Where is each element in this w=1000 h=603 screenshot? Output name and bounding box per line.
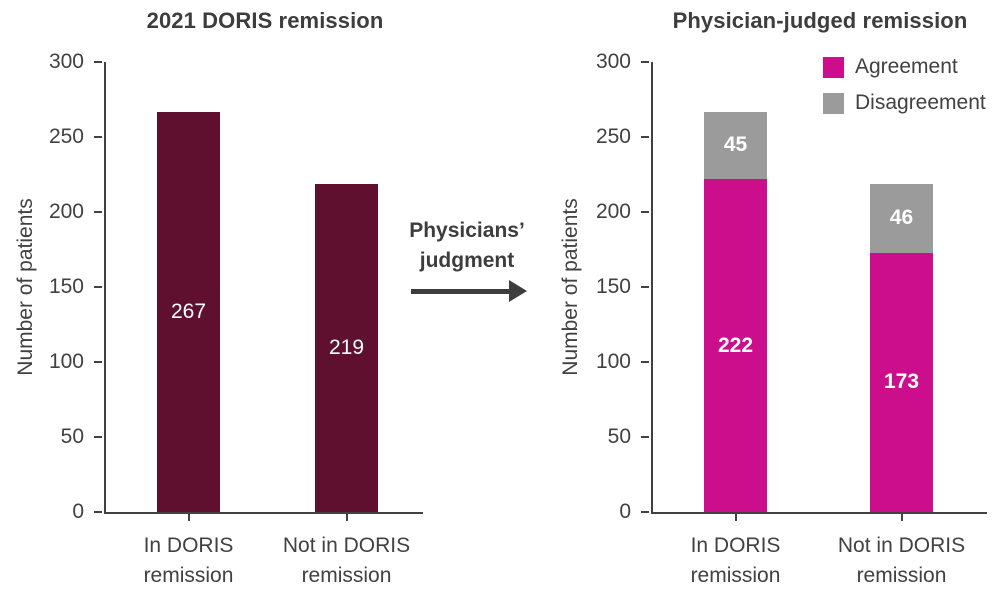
bar-value-label: 222 xyxy=(717,333,754,357)
y-tick xyxy=(94,136,102,138)
y-tick-label: 50 xyxy=(607,425,631,448)
bar-segment-agreement xyxy=(870,252,933,512)
y-tick xyxy=(641,511,649,513)
category-label: Not in DORIS remission xyxy=(812,531,992,591)
y-tick-label: 300 xyxy=(595,50,631,73)
right-x-axis-line xyxy=(651,512,987,514)
bar-segment-agreement xyxy=(704,179,767,512)
category-label-line: In DORIS xyxy=(143,534,234,557)
y-tick xyxy=(94,211,102,213)
bar xyxy=(157,111,220,512)
left-y-axis-line xyxy=(104,62,106,514)
y-tick-label: 250 xyxy=(595,125,631,148)
category-label-line: Not in DORIS xyxy=(282,534,411,557)
x-tick xyxy=(345,514,348,521)
legend-swatch-agreement xyxy=(823,57,844,78)
bar-segment-disagreement xyxy=(870,183,933,253)
y-tick xyxy=(641,61,649,63)
y-tick-label: 150 xyxy=(595,275,631,298)
y-tick-label: 200 xyxy=(48,200,84,223)
left-x-axis-line xyxy=(104,512,423,514)
y-tick-label: 250 xyxy=(48,125,84,148)
right-y-axis-line xyxy=(651,62,653,514)
y-tick xyxy=(94,61,102,63)
y-tick xyxy=(641,436,649,438)
y-tick-label: 200 xyxy=(595,200,631,223)
annotation-line-1: Physicians’ xyxy=(409,219,525,242)
y-tick xyxy=(94,511,102,513)
category-label-line: In DORIS xyxy=(690,534,781,557)
bar xyxy=(315,183,378,512)
category-label: In DORIS remission xyxy=(99,531,279,591)
category-label: Not in DORIS remission xyxy=(257,531,437,591)
legend-label-disagreement: Disagreement xyxy=(855,91,986,114)
x-tick xyxy=(734,514,737,521)
bar-segment-disagreement xyxy=(704,111,767,179)
y-tick-label: 0 xyxy=(619,500,631,523)
y-tick xyxy=(94,286,102,288)
category-label-line: remission xyxy=(690,564,781,587)
y-tick xyxy=(641,211,649,213)
y-tick-label: 300 xyxy=(48,50,84,73)
y-tick-label: 100 xyxy=(595,350,631,373)
y-tick xyxy=(94,361,102,363)
left-chart-title: 2021 DORIS remission xyxy=(146,8,384,33)
right-arrow-head-icon xyxy=(509,280,527,302)
bar-value-label: 219 xyxy=(328,335,365,359)
x-tick xyxy=(187,514,190,521)
legend-swatch-disagreement xyxy=(823,93,844,114)
y-tick xyxy=(641,286,649,288)
category-label: In DORIS remission xyxy=(646,531,826,591)
right-chart-title: Physician-judged remission xyxy=(672,8,968,33)
bar-value-label: 46 xyxy=(889,206,914,229)
y-tick-label: 100 xyxy=(48,350,84,373)
y-tick xyxy=(641,136,649,138)
y-tick-label: 0 xyxy=(72,500,84,523)
y-tick-label: 50 xyxy=(60,425,84,448)
bar-value-label: 173 xyxy=(883,370,920,394)
category-label-line: remission xyxy=(856,564,947,587)
x-tick xyxy=(900,514,903,521)
legend-label-agreement: Agreement xyxy=(855,55,958,78)
category-label-line: Not in DORIS xyxy=(837,534,966,557)
y-tick xyxy=(641,361,649,363)
y-tick-label: 150 xyxy=(48,275,84,298)
category-label-line: remission xyxy=(143,564,234,587)
category-label-line: remission xyxy=(301,564,392,587)
annotation-line-2: judgment xyxy=(419,249,515,272)
physicians-judgment-annotation: Physicians’ judgment xyxy=(395,216,539,276)
y-tick xyxy=(94,436,102,438)
bar-value-label: 45 xyxy=(723,133,748,157)
bar-value-label: 267 xyxy=(170,299,207,323)
right-arrow-icon xyxy=(411,289,509,294)
